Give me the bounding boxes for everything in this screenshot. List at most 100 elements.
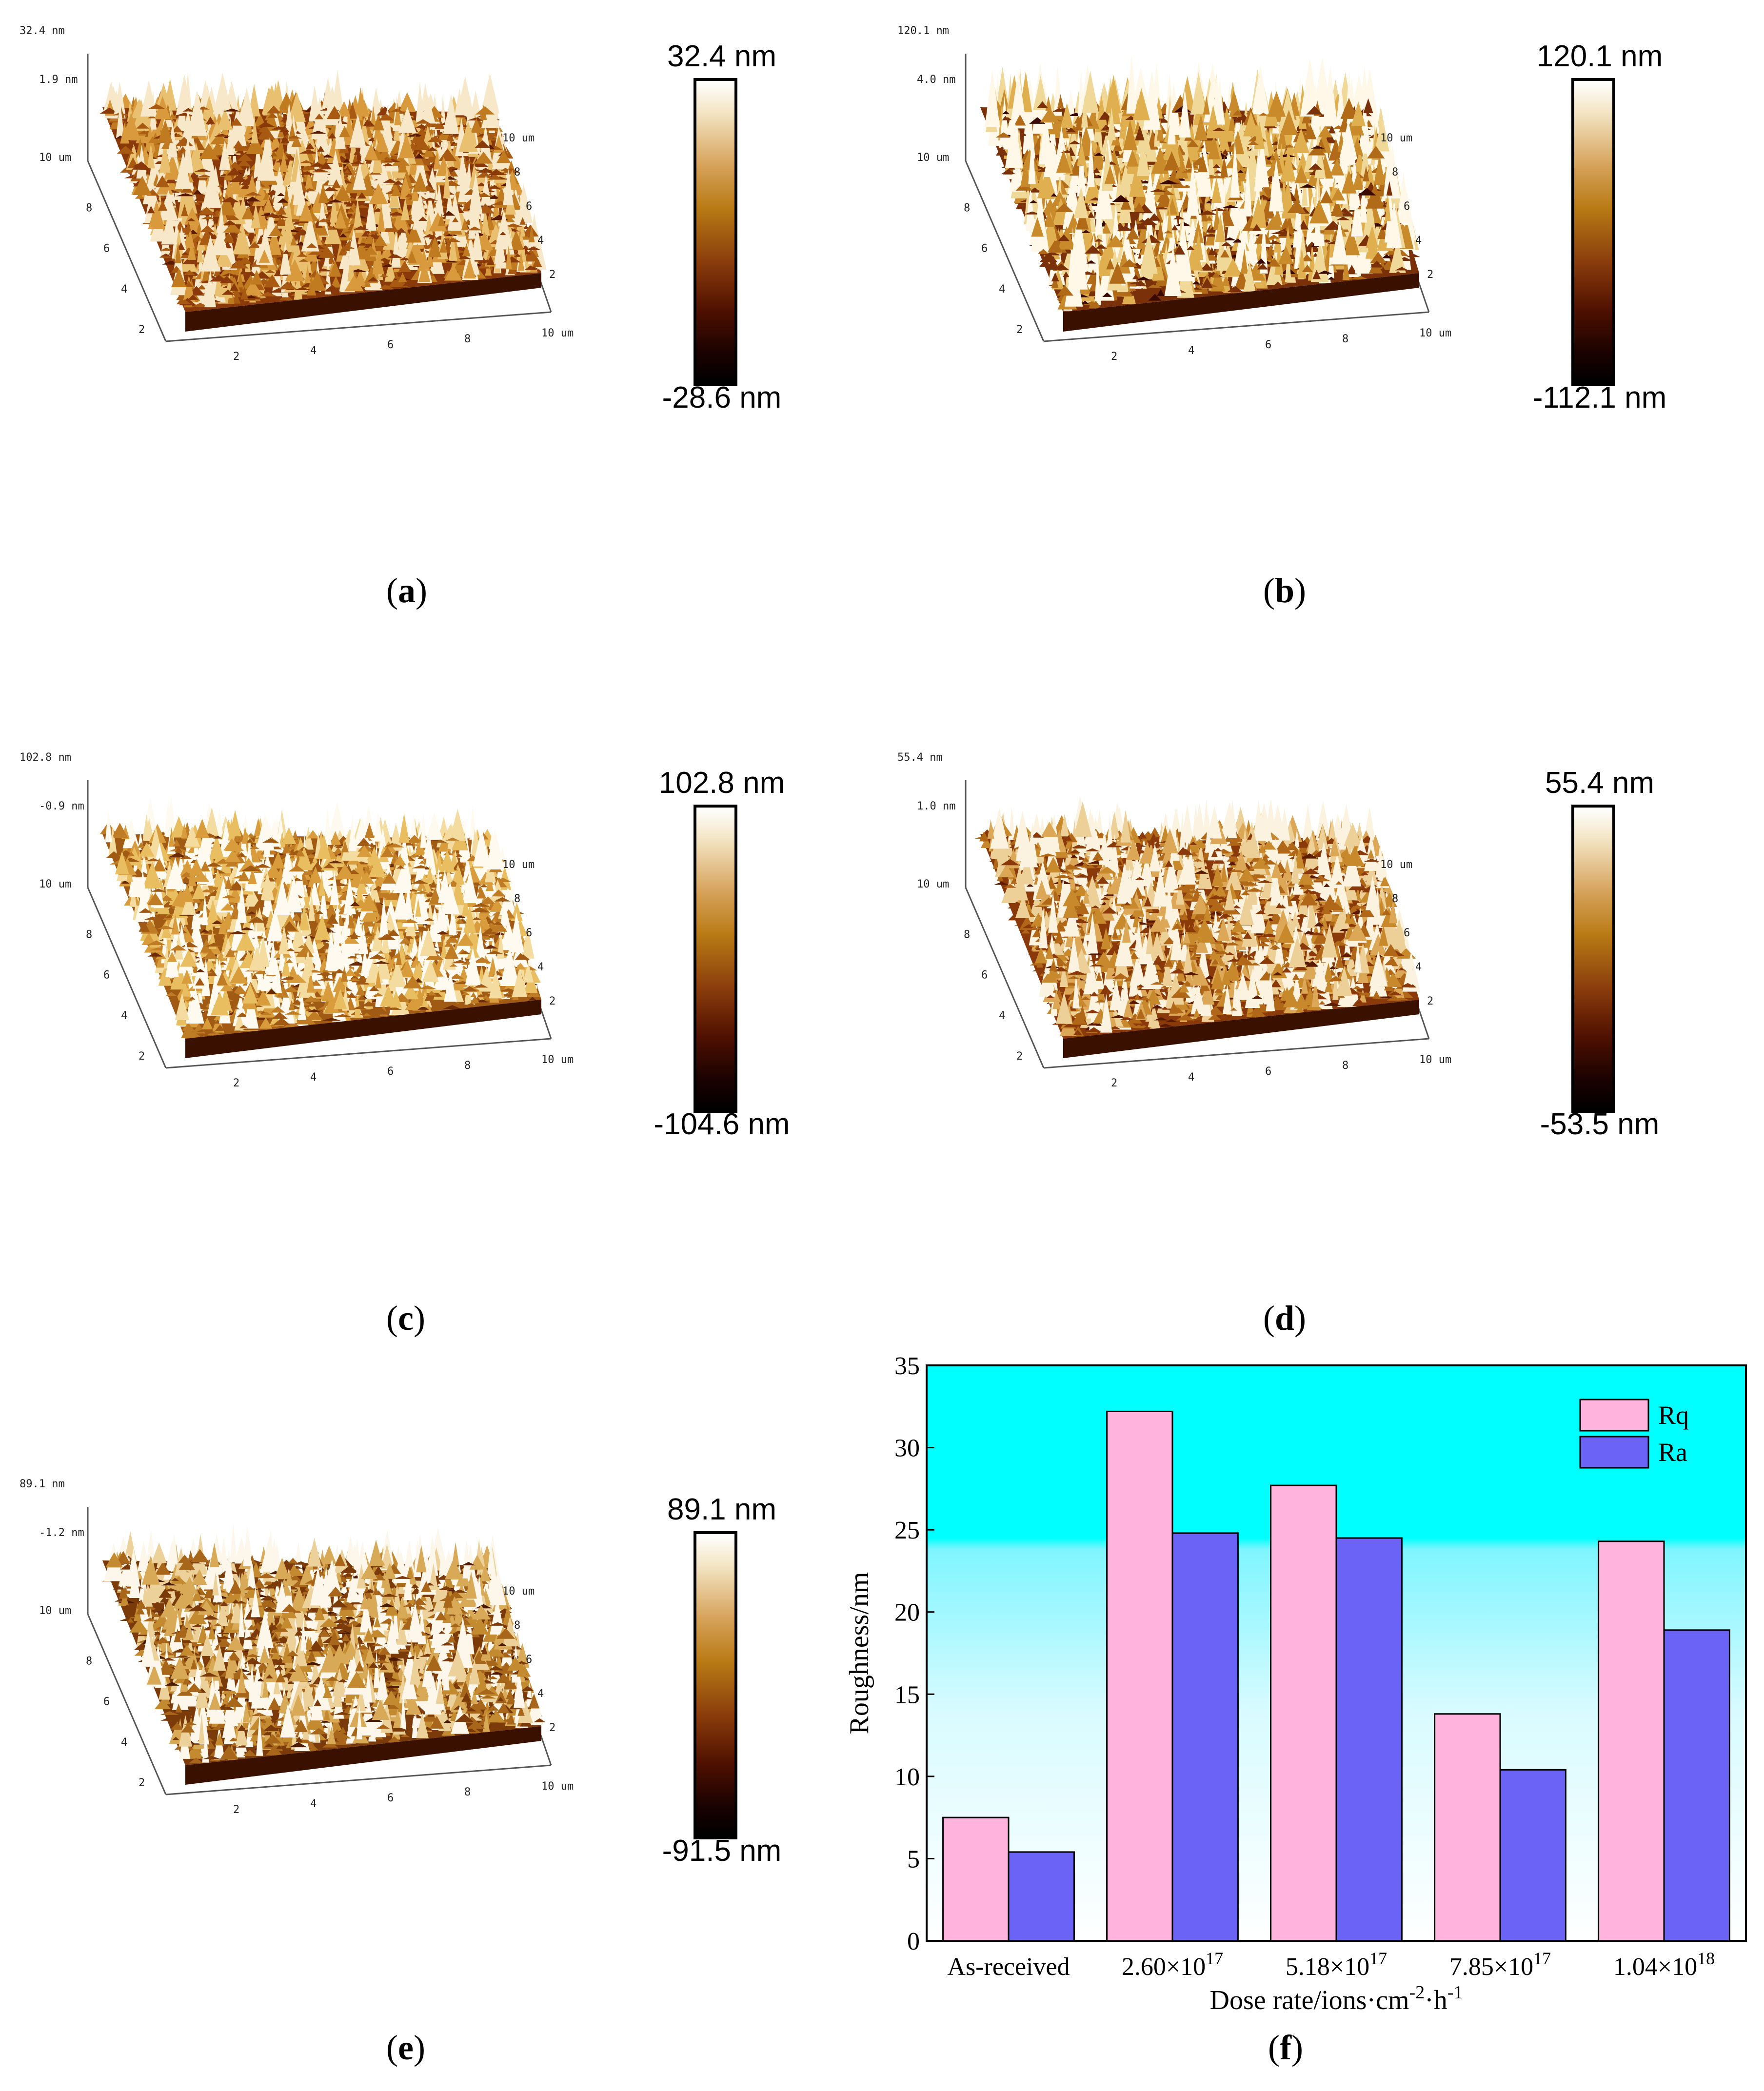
x-tick-label: 4 [1188,1071,1194,1084]
z-mid-label: 1.9 nm [39,74,78,86]
surface-front-edge [185,1000,541,1058]
y-axis-line [965,160,1045,342]
bar-rq-2 [1270,1484,1337,1942]
depth-tick-label: 10 um [502,859,535,871]
x-tick-label: 10 um [1419,1054,1451,1066]
x-axis-label: Dose rate/ions·cm-2·h-1 [1210,1982,1463,2015]
y-tick-label: 8 [86,928,92,941]
y-tick-label: 15 [894,1681,920,1709]
y-tick-label: 5 [907,1845,920,1873]
y-tick-label: 10 um [39,152,71,164]
afm-surface-plot: 120.1 nm 4.0 nm 10 um 8 6 4 2 2 4 6 8 10 um 2 4 6 8 10 u… [897,25,1451,363]
y-tick-label: 10 [894,1763,920,1791]
x-axis-line [165,311,552,342]
surface-texture [100,796,541,1038]
x-tick-label: 2 [1111,351,1117,363]
x-tick-label: 8 [464,333,471,345]
depth-tick-label: 8 [514,893,520,905]
surface-texture [99,70,547,308]
colorbar-min-label: -112.1 nm [1532,381,1667,414]
colorbar-min-label: -28.6 nm [662,381,782,414]
surface-front-edge [185,1726,541,1785]
depth-tick-label: 2 [549,1722,555,1734]
colorbar-gradient [694,78,737,386]
bar-ra-0 [1008,1851,1075,1942]
y-tick-label: 2 [1016,324,1023,336]
y-axis-label: Roughness/nm [844,1572,874,1735]
x-tick-label: 4 [310,1798,317,1810]
y-tick-label: 2 [139,1777,145,1789]
x-tick-label: 10 um [1419,327,1451,339]
x-tick-label: As-received [947,1953,1070,1981]
y-tick-label: 30 [894,1435,920,1462]
colorbar-min-label: -53.5 nm [1540,1107,1660,1141]
bar-rq-0 [942,1816,1010,1942]
x-tick-label: 10 um [541,1054,574,1066]
x-axis-line [1043,311,1429,342]
y-tick-label: 4 [999,283,1005,296]
y-tick-label: 2 [139,1050,145,1063]
colorbar-min-label: -104.6 nm [654,1107,790,1141]
x-tick-label: 1.04×1018 [1613,1949,1715,1981]
x-tick-label: 8 [1342,1060,1348,1072]
colorbar-max-label: 55.4 nm [1545,766,1655,800]
depth-tick-label: 6 [526,200,532,213]
depth-tick-label: 4 [537,961,544,973]
y-tick-label: 25 [894,1517,920,1544]
z-mid-label: -0.9 nm [39,800,84,812]
afm-surface-plot: 55.4 nm 1.0 nm 10 um 8 6 4 2 2 4 6 8 10 um 2 4 6 8 10 um [897,751,1451,1089]
colorbar-gradient [694,1531,737,1839]
depth-tick-label: 6 [1404,200,1410,213]
x-tick-label: 10 um [541,327,574,339]
colorbar-max-label: 102.8 nm [658,766,785,800]
x-tick-label: 10 um [541,1780,574,1793]
z-mid-label: 4.0 nm [917,74,955,86]
y-tick-label: 4 [121,1736,127,1749]
z-max-label: 89.1 nm [20,1478,65,1490]
y-axis-line [965,887,1045,1068]
surface-texture [974,796,1420,1037]
y-tick-label: 10 um [917,878,949,890]
colorbar-gradient [694,805,737,1113]
y-tick-label: 6 [981,969,988,982]
afm-surface-plot: 89.1 nm -1.2 nm 10 um 8 6 4 2 2 4 6 8 10 um 2 4 6 8 10 u… [20,1478,574,1816]
y-tick-label: 4 [121,283,127,296]
x-tick-label: 8 [464,1786,471,1798]
depth-tick-label: 2 [1427,995,1433,1007]
z-mid-label: 1.0 nm [917,800,955,812]
y-tick-label: 0 [907,1928,920,1955]
depth-tick-label: 4 [1415,961,1422,973]
y-tick-label: 8 [86,1655,92,1667]
z-max-label: 120.1 nm [897,25,949,37]
depth-tick-label: 6 [526,1654,532,1666]
caption-d: (d) [1263,1299,1307,1338]
x-tick-label: 6 [387,1065,394,1078]
y-tick-label: 10 um [39,878,71,890]
colorbar-max-label: 89.1 nm [667,1493,777,1526]
depth-tick-label: 6 [1404,927,1410,939]
y-tick-label: 35 [894,1352,920,1380]
z-mid-label: -1.2 nm [39,1527,84,1539]
caption-c: (c) [386,1299,425,1338]
chart-legend: Rq Ra [1579,1399,1689,1469]
x-axis-line [1043,1038,1429,1069]
bar-ra-1 [1171,1532,1239,1942]
y-tick-label: 6 [103,969,110,982]
depth-tick-label: 10 um [502,132,535,144]
colorbar-gradient [1571,805,1615,1113]
depth-tick-label: 4 [1415,235,1422,247]
x-tick-label: 8 [1342,333,1348,345]
x-tick-label: 2 [233,1804,239,1816]
bar-ra-2 [1335,1537,1403,1942]
y-tick-label: 8 [964,928,970,941]
x-tick-label: 6 [387,1792,394,1804]
y-tick-label: 6 [981,243,988,255]
y-tick-label: 8 [86,202,92,214]
depth-tick-label: 10 um [502,1585,535,1598]
y-tick-label: 4 [999,1010,1005,1022]
y-tick-label: 10 um [39,1605,71,1617]
bar-ra-4 [1663,1629,1730,1942]
x-tick-label: 2 [233,351,239,363]
caption-f: (f) [1268,2028,1303,2067]
caption-b: (b) [1263,571,1307,610]
